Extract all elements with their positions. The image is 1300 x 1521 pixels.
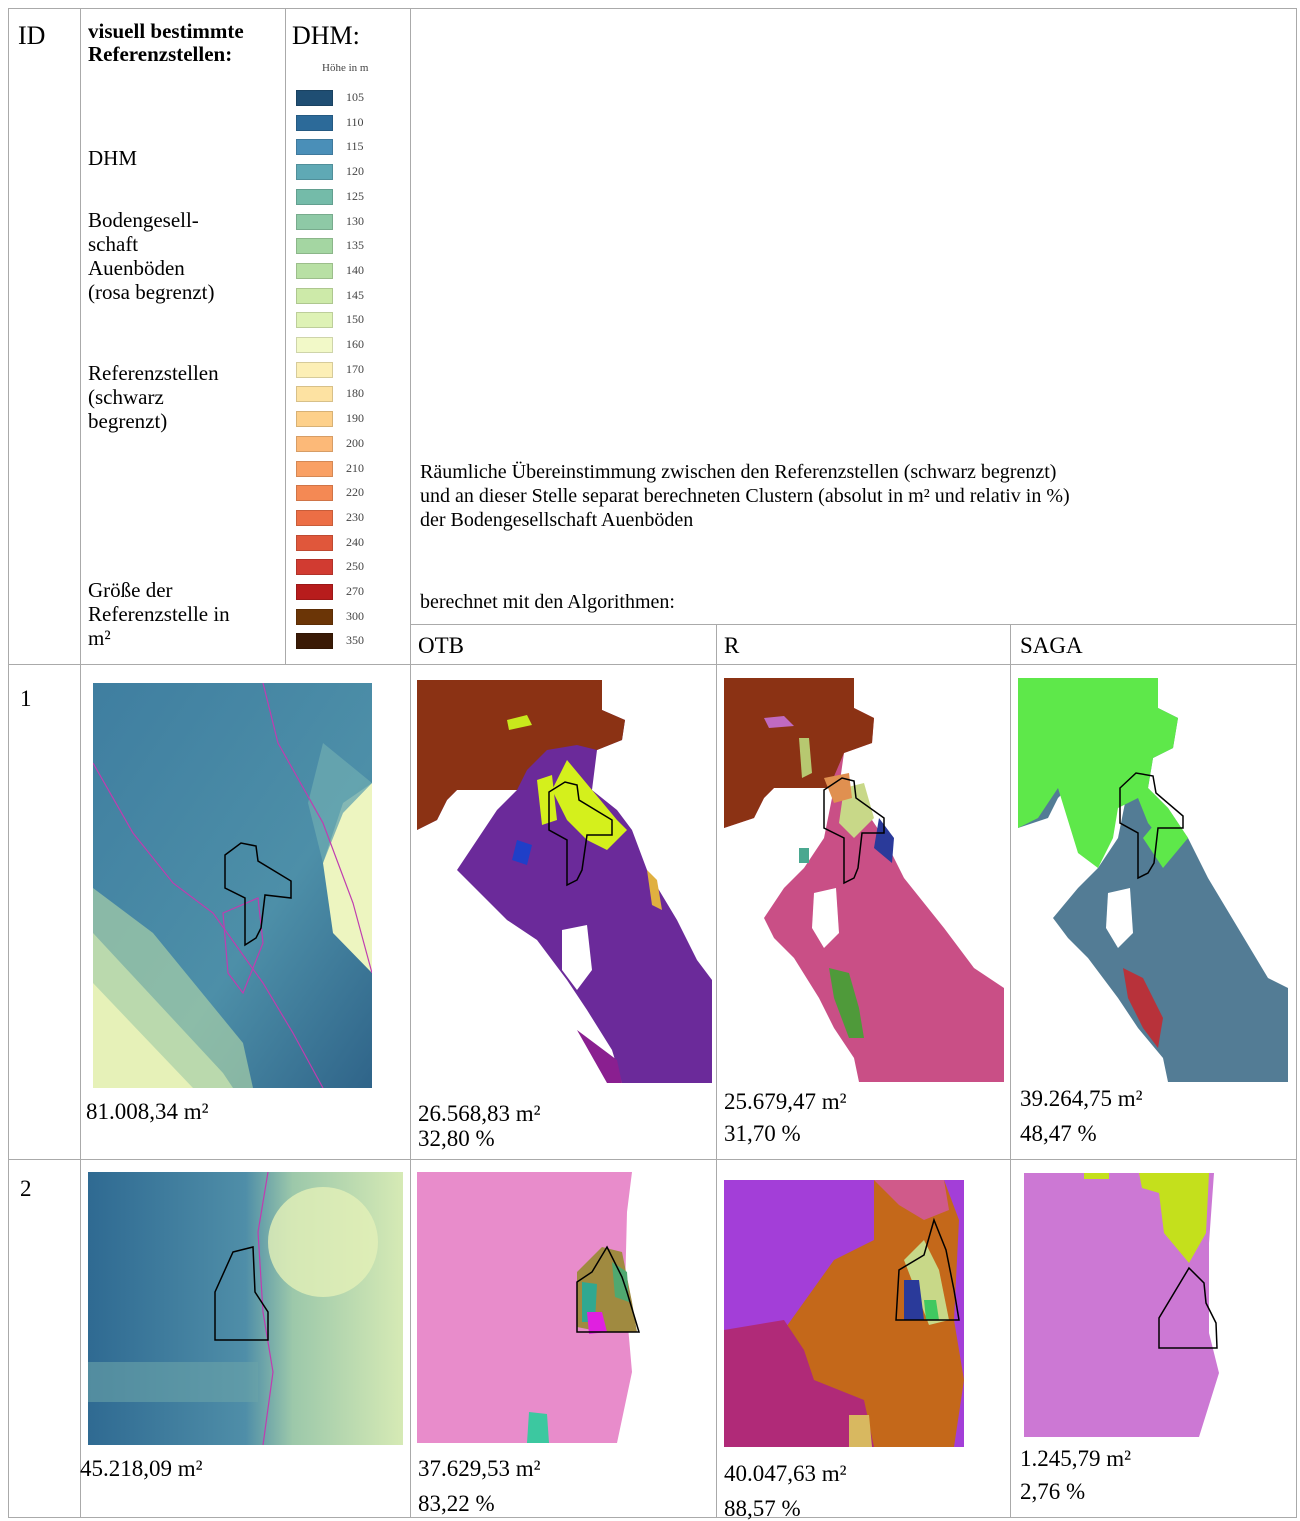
- table-border: [8, 8, 1297, 9]
- legend-item: Größe der Referenzstelle in m²: [88, 578, 230, 650]
- cluster-map: [724, 1180, 964, 1447]
- legend-swatch: [296, 559, 333, 575]
- table-border: [1010, 624, 1011, 1518]
- legend-swatch: [296, 189, 333, 205]
- legend-label: 110: [346, 115, 364, 129]
- table-border: [8, 8, 9, 1518]
- legend-swatch: [296, 461, 333, 477]
- legend-swatch: [296, 238, 333, 254]
- table-border: [8, 1517, 1297, 1518]
- cluster-area: 25.679,47 m²: [724, 1090, 847, 1114]
- legend-swatch: [296, 411, 333, 427]
- legend-swatch: [296, 535, 333, 551]
- legend-swatch: [296, 510, 333, 526]
- table-border: [716, 624, 717, 1518]
- cluster-percent: 2,76 %: [1020, 1480, 1085, 1504]
- legend-label: 230: [346, 510, 364, 524]
- reference-heading: visuell bestimmte Referenzstellen:: [88, 20, 278, 66]
- legend-label: 300: [346, 609, 364, 623]
- legend-label: 120: [346, 164, 364, 178]
- legend-label: 145: [346, 288, 364, 302]
- legend-swatch: [296, 288, 333, 304]
- table-border: [8, 664, 1297, 665]
- id-heading: ID: [18, 24, 45, 48]
- legend-label: 135: [346, 238, 364, 252]
- legend-label: 200: [346, 436, 364, 450]
- legend-label: 270: [346, 584, 364, 598]
- document: {"header": {"id": "ID", "reference_headi…: [0, 0, 1300, 1520]
- legend-label: 190: [346, 411, 364, 425]
- dhm-heading: DHM:: [292, 24, 360, 48]
- cluster-map: [724, 678, 1004, 1082]
- cluster-percent: 83,22 %: [418, 1492, 495, 1516]
- row-id: 2: [20, 1177, 32, 1201]
- legend-label: 250: [346, 559, 364, 573]
- legend-swatch: [296, 362, 333, 378]
- legend-label: 180: [346, 386, 364, 400]
- legend-label: 125: [346, 189, 364, 203]
- legend-swatch: [296, 633, 333, 649]
- cluster-area: 37.629,53 m²: [418, 1457, 541, 1481]
- legend-swatch: [296, 115, 333, 131]
- legend-label: 130: [346, 214, 364, 228]
- legend-swatch: [296, 386, 333, 402]
- cluster-percent: 31,70 %: [724, 1122, 801, 1146]
- legend-item: Bodengesell- schaft Auenböden (rosa begr…: [88, 208, 215, 304]
- row-id: 1: [20, 687, 32, 711]
- dhm-map: [93, 683, 372, 1088]
- table-border: [410, 624, 1297, 625]
- legend-swatch: [296, 609, 333, 625]
- legend-item: DHM: [88, 146, 137, 170]
- table-border: [8, 1159, 1297, 1160]
- legend-swatch: [296, 485, 333, 501]
- legend-label: 240: [346, 535, 364, 549]
- legend-label: 140: [346, 263, 364, 277]
- legend-swatch: [296, 139, 333, 155]
- legend-item: Referenzstellen (schwarz begrenzt): [88, 361, 219, 433]
- cluster-area: 26.568,83 m²: [418, 1102, 541, 1126]
- legend-swatch: [296, 263, 333, 279]
- cluster-map: [417, 1172, 640, 1443]
- reference-size: 81.008,34 m²: [86, 1100, 209, 1124]
- reference-size: 45.218,09 m²: [80, 1457, 203, 1481]
- cluster-percent: 48,47 %: [1020, 1122, 1097, 1146]
- algorithm-heading: SAGA: [1020, 634, 1083, 658]
- legend-swatch: [296, 164, 333, 180]
- legend-swatch: [296, 90, 333, 106]
- legend-swatch: [296, 312, 333, 328]
- table-border: [1296, 8, 1297, 1518]
- cluster-map: [1018, 678, 1288, 1082]
- legend-label: 150: [346, 312, 364, 326]
- dhm-map: [88, 1172, 403, 1445]
- legend-label: 115: [346, 139, 364, 153]
- table-border: [80, 8, 81, 1518]
- legend-label: 105: [346, 90, 364, 104]
- legend-swatch: [296, 584, 333, 600]
- cluster-percent: 32,80 %: [418, 1127, 495, 1151]
- legend-label: 220: [346, 485, 364, 499]
- algorithm-heading: OTB: [418, 634, 464, 658]
- legend-swatch: [296, 214, 333, 230]
- legend-swatch: [296, 436, 333, 452]
- cluster-percent: 88,57 %: [724, 1497, 801, 1521]
- cluster-area: 39.264,75 m²: [1020, 1087, 1143, 1111]
- legend-label: 170: [346, 362, 364, 376]
- legend-swatch: [296, 337, 333, 353]
- table-border: [410, 8, 411, 1518]
- legend-label: 350: [346, 633, 364, 647]
- description: Räumliche Übereinstimmung zwischen den R…: [420, 460, 1070, 532]
- algorithm-heading: R: [724, 634, 739, 658]
- legend-label: 160: [346, 337, 364, 351]
- algorithms-intro: berechnet mit den Algorithmen:: [420, 590, 675, 614]
- legend-label: 210: [346, 461, 364, 475]
- cluster-map: [1024, 1173, 1219, 1437]
- cluster-map: [417, 680, 712, 1083]
- cluster-area: 1.245,79 m²: [1020, 1447, 1131, 1471]
- table-border: [285, 8, 286, 665]
- page: Referenzstellen html, body { margin: 0; …: [0, 0, 1300, 1520]
- legend-title: Höhe in m: [322, 62, 368, 74]
- cluster-area: 40.047,63 m²: [724, 1462, 847, 1486]
